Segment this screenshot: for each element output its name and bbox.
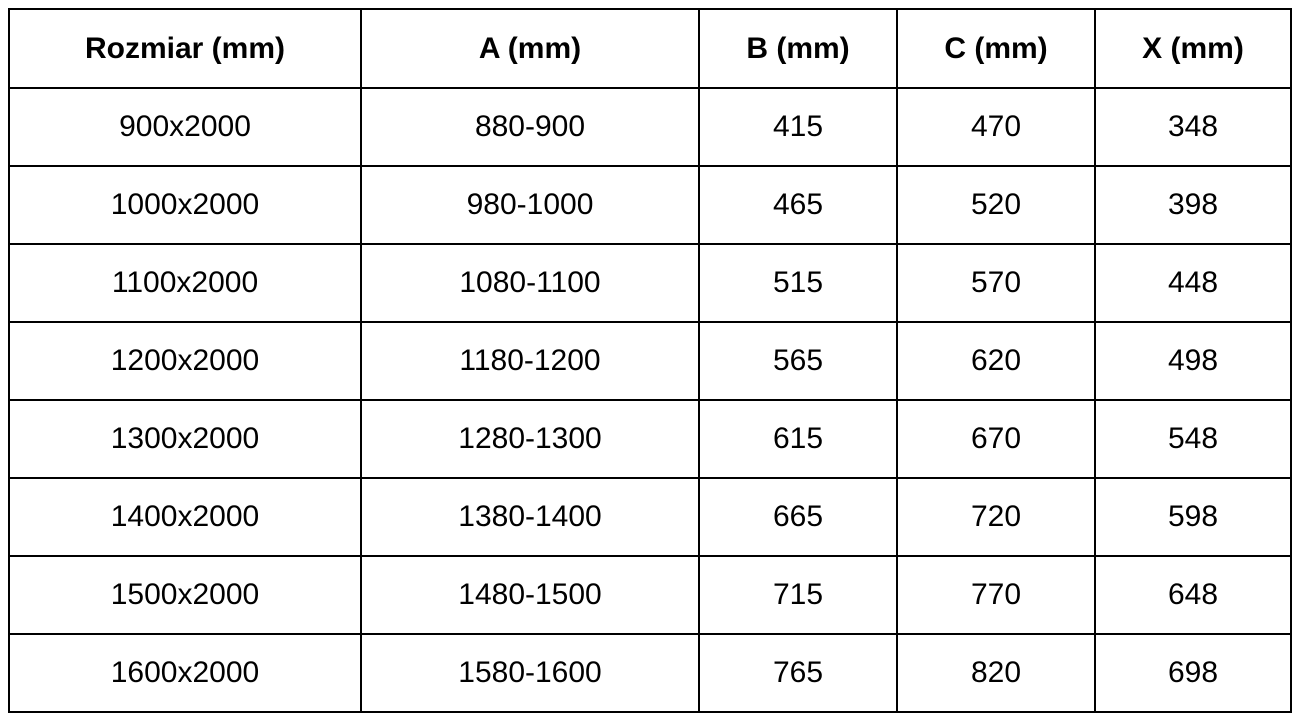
table-cell: 548 [1094, 399, 1292, 479]
column-header: X (mm) [1094, 8, 1292, 89]
column-header: A (mm) [360, 8, 700, 89]
column-header: B (mm) [698, 8, 898, 89]
table-cell: 1300x2000 [8, 399, 362, 479]
table-cell: 980-1000 [360, 165, 700, 245]
table-cell: 515 [698, 243, 898, 323]
table-row: 1100x2000 1080-1100 515 570 448 [8, 243, 1292, 323]
table-cell: 1380-1400 [360, 477, 700, 557]
table-cell: 1500x2000 [8, 555, 362, 635]
table-cell: 720 [896, 477, 1096, 557]
column-header: Rozmiar (mm) [8, 8, 362, 89]
table-cell: 1000x2000 [8, 165, 362, 245]
table-cell: 698 [1094, 633, 1292, 713]
table-cell: 520 [896, 165, 1096, 245]
table-cell: 1480-1500 [360, 555, 700, 635]
table-cell: 1200x2000 [8, 321, 362, 401]
table-cell: 900x2000 [8, 87, 362, 167]
table-cell: 1400x2000 [8, 477, 362, 557]
table-cell: 415 [698, 87, 898, 167]
table-cell: 565 [698, 321, 898, 401]
table-cell: 1180-1200 [360, 321, 700, 401]
table-row: 900x2000 880-900 415 470 348 [8, 87, 1292, 167]
table-cell: 648 [1094, 555, 1292, 635]
table-cell: 620 [896, 321, 1096, 401]
table-cell: 1600x2000 [8, 633, 362, 713]
table-cell: 1280-1300 [360, 399, 700, 479]
header-row: Rozmiar (mm) A (mm) B (mm) C (mm) X (mm) [8, 8, 1292, 89]
table-cell: 598 [1094, 477, 1292, 557]
table-cell: 1100x2000 [8, 243, 362, 323]
table-cell: 1080-1100 [360, 243, 700, 323]
table-cell: 448 [1094, 243, 1292, 323]
table-cell: 715 [698, 555, 898, 635]
table-cell: 820 [896, 633, 1096, 713]
column-header: C (mm) [896, 8, 1096, 89]
table-row: 1000x2000 980-1000 465 520 398 [8, 165, 1292, 245]
table-cell: 765 [698, 633, 898, 713]
table-cell: 498 [1094, 321, 1292, 401]
table-cell: 880-900 [360, 87, 700, 167]
table-cell: 770 [896, 555, 1096, 635]
table-cell: 465 [698, 165, 898, 245]
table-cell: 670 [896, 399, 1096, 479]
table-cell: 470 [896, 87, 1096, 167]
table-row: 1300x2000 1280-1300 615 670 548 [8, 399, 1292, 479]
table-cell: 665 [698, 477, 898, 557]
table-row: 1600x2000 1580-1600 765 820 698 [8, 633, 1292, 713]
table-row: 1200x2000 1180-1200 565 620 498 [8, 321, 1292, 401]
table-cell: 398 [1094, 165, 1292, 245]
table-row: 1500x2000 1480-1500 715 770 648 [8, 555, 1292, 635]
table-row: 1400x2000 1380-1400 665 720 598 [8, 477, 1292, 557]
table-cell: 615 [698, 399, 898, 479]
table-cell: 570 [896, 243, 1096, 323]
table-cell: 1580-1600 [360, 633, 700, 713]
dimensions-table: Rozmiar (mm) A (mm) B (mm) C (mm) X (mm) 900… [8, 8, 1292, 713]
table-cell: 348 [1094, 87, 1292, 167]
